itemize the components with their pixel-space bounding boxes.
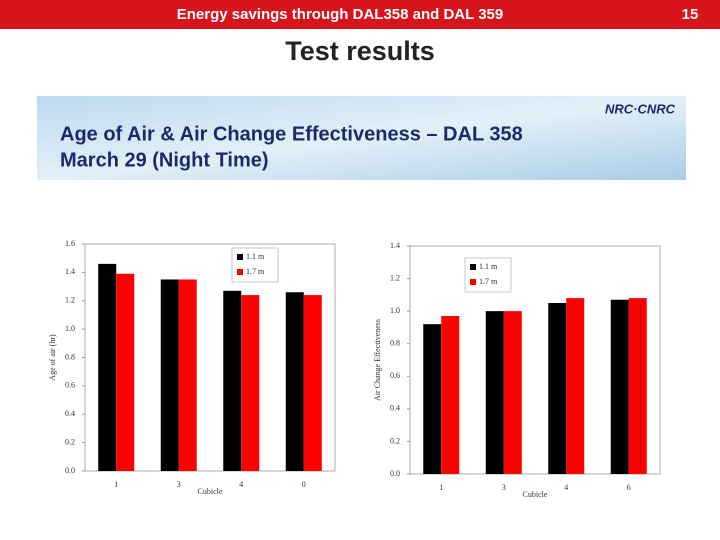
y-tick-label: 0.2 — [390, 436, 400, 445]
bar — [241, 295, 260, 471]
header-title: Energy savings through DAL358 and DAL 35… — [177, 6, 503, 23]
bar — [160, 279, 179, 471]
y-tick-label: 1.2 — [390, 273, 400, 282]
logo: NRC·CNRC — [605, 101, 676, 116]
y-axis-label: Air Change Effectiveness — [373, 319, 382, 401]
legend-label: 1.7 m — [479, 277, 498, 286]
legend-box — [464, 257, 512, 293]
y-tick-label: 0.6 — [65, 381, 75, 390]
page-number: 15 — [682, 6, 699, 23]
legend-swatch — [470, 264, 476, 270]
bar — [548, 303, 567, 474]
bar — [223, 290, 242, 471]
banner-title: Age of Air & Air Change Effectiveness – … — [60, 123, 523, 145]
bar — [285, 292, 304, 471]
x-tick-label: 4 — [239, 480, 243, 489]
y-tick-label: 1.6 — [65, 239, 75, 248]
y-tick-label: 0.6 — [390, 371, 400, 380]
legend-swatch — [237, 254, 243, 260]
x-tick-label: 0 — [302, 480, 306, 489]
bar — [503, 311, 522, 474]
y-tick-label: 0.4 — [65, 409, 75, 418]
bar — [423, 324, 442, 474]
y-tick-label: 0.0 — [65, 466, 75, 475]
y-tick-label: 1.4 — [390, 241, 400, 250]
y-tick-label: 0.2 — [65, 437, 75, 446]
y-tick-label: 1.0 — [390, 306, 400, 315]
bar — [303, 295, 322, 471]
legend-label: 1.1 m — [246, 252, 265, 261]
legend-swatch — [237, 269, 243, 275]
bar — [116, 273, 135, 471]
bar — [441, 316, 460, 474]
x-tick-label: 4 — [564, 483, 568, 492]
bar — [485, 311, 504, 474]
bar — [178, 279, 197, 471]
legend-label: 1.7 m — [246, 267, 265, 276]
y-tick-label: 0.0 — [390, 469, 400, 478]
legend-swatch — [470, 279, 476, 285]
slide-title: Test results — [285, 36, 435, 66]
banner — [37, 96, 686, 180]
y-axis-label: Age of air (hr) — [48, 334, 57, 381]
bar — [610, 299, 629, 474]
x-axis-label: Cubicle — [523, 490, 548, 499]
y-tick-label: 0.4 — [390, 404, 400, 413]
x-tick-label: 6 — [627, 483, 631, 492]
legend-box — [231, 247, 279, 283]
y-tick-label: 1.4 — [65, 267, 75, 276]
banner-subtitle: March 29 (Night Time) — [60, 149, 269, 171]
x-tick-label: 3 — [177, 480, 181, 489]
y-tick-label: 1.0 — [65, 324, 75, 333]
y-tick-label: 0.8 — [390, 339, 400, 348]
y-tick-label: 1.2 — [65, 296, 75, 305]
x-tick-label: 1 — [439, 483, 443, 492]
bar — [566, 298, 585, 474]
bar — [98, 263, 117, 471]
y-tick-label: 0.8 — [65, 352, 75, 361]
legend-label: 1.1 m — [479, 262, 498, 271]
x-tick-label: 3 — [502, 483, 506, 492]
header-bar — [0, 0, 720, 29]
x-axis-label: Cubicle — [198, 487, 223, 496]
plot-frame — [409, 245, 661, 475]
bar — [628, 298, 647, 474]
x-tick-label: 1 — [114, 480, 118, 489]
